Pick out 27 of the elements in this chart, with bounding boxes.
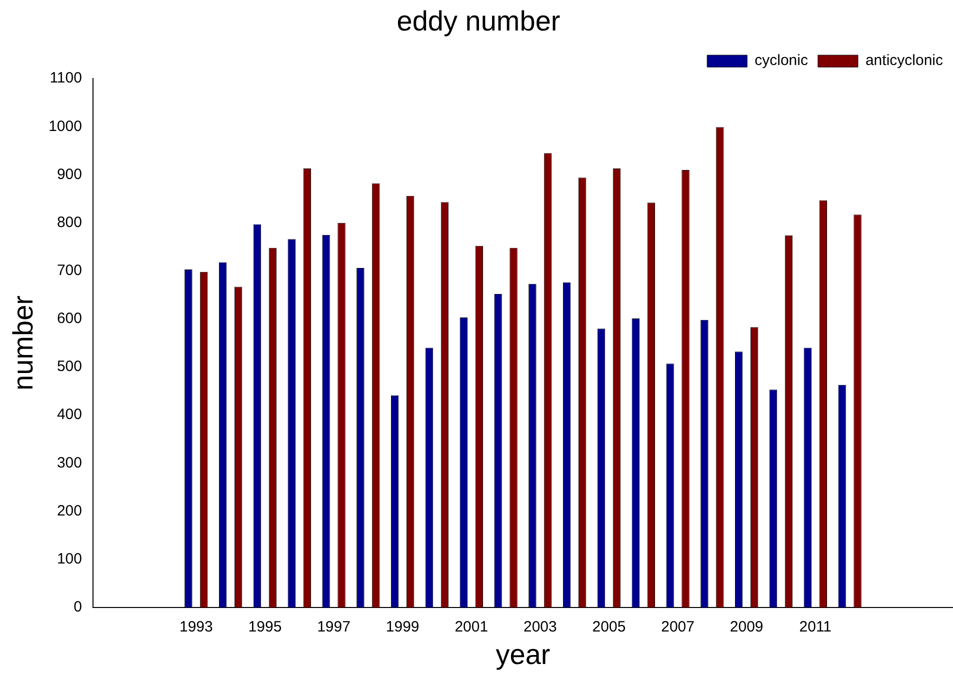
y-tick-label: 500 <box>56 358 82 376</box>
x-tick-label: 2001 <box>454 618 488 636</box>
y-tick-label: 1000 <box>48 118 82 135</box>
y-tick-label: 400 <box>56 406 82 424</box>
chart-title: eddy number <box>396 6 560 37</box>
y-tick-label: 800 <box>56 214 82 231</box>
x-tick-label: 2007 <box>661 618 694 636</box>
y-tick-label: 0 <box>74 598 82 616</box>
x-tick-label: 2003 <box>524 618 557 636</box>
x-tick-label: 2011 <box>799 618 832 636</box>
x-tick-label: 1995 <box>248 618 282 636</box>
y-tick-label: 900 <box>56 166 82 183</box>
x-tick-label: 1999 <box>386 618 420 636</box>
y-tick-label: 600 <box>56 310 82 328</box>
x-tick-label: 2005 <box>592 618 626 636</box>
x-tick-label: 2009 <box>730 618 764 636</box>
y-tick-label: 300 <box>56 454 82 472</box>
y-tick-label: 1100 <box>50 70 82 87</box>
x-axis-title: year <box>496 638 550 670</box>
y-tick-label: 700 <box>56 262 82 280</box>
x-tick-label: 1997 <box>317 618 350 636</box>
legend-label: anticyclonic <box>865 52 944 70</box>
y-tick-label: 100 <box>56 550 82 568</box>
y-tick-label: 200 <box>56 502 82 520</box>
x-tick-label: 1993 <box>179 618 213 636</box>
legend-label: cyclonic <box>754 52 808 70</box>
y-axis-title: number <box>8 296 39 390</box>
